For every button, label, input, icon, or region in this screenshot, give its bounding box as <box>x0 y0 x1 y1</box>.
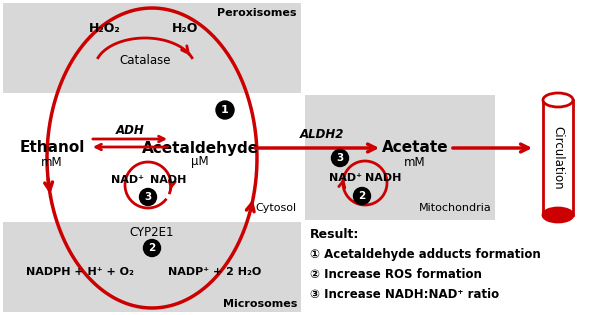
Text: μM: μM <box>191 156 209 169</box>
Bar <box>3 222 301 312</box>
Text: Acetaldehyde: Acetaldehyde <box>142 140 259 156</box>
Text: H₂O: H₂O <box>172 21 198 35</box>
Text: Peroxisomes: Peroxisomes <box>218 8 297 18</box>
Ellipse shape <box>543 208 573 222</box>
Text: Cytosol: Cytosol <box>256 203 297 213</box>
Circle shape <box>139 188 157 205</box>
Text: H₂O₂: H₂O₂ <box>89 21 121 35</box>
Text: Result:: Result: <box>310 228 359 241</box>
Text: NADP⁺ + 2 H₂O: NADP⁺ + 2 H₂O <box>169 267 262 277</box>
Text: ① Acetaldehyde adducts formation: ① Acetaldehyde adducts formation <box>310 248 541 261</box>
Bar <box>543 100 573 215</box>
Text: ALDH2: ALDH2 <box>300 129 344 141</box>
Text: Catalase: Catalase <box>119 54 171 66</box>
Text: 1: 1 <box>221 105 229 115</box>
Text: NAD⁺: NAD⁺ <box>110 175 143 185</box>
Text: mM: mM <box>404 156 426 169</box>
Circle shape <box>331 150 349 167</box>
Text: Microsomes: Microsomes <box>223 299 297 309</box>
Bar <box>3 3 301 93</box>
Text: Mitochondria: Mitochondria <box>419 203 492 213</box>
Circle shape <box>353 187 371 204</box>
Text: NADH: NADH <box>365 173 401 183</box>
Text: ② Increase ROS formation: ② Increase ROS formation <box>310 268 482 281</box>
Text: Acetate: Acetate <box>382 140 448 156</box>
Text: NADPH + H⁺ + O₂: NADPH + H⁺ + O₂ <box>26 267 134 277</box>
Circle shape <box>216 101 234 119</box>
Text: 2: 2 <box>148 243 155 253</box>
Text: 3: 3 <box>337 153 344 163</box>
Ellipse shape <box>543 93 573 107</box>
Text: 3: 3 <box>145 192 152 202</box>
Text: mM: mM <box>41 156 63 169</box>
Text: ③ Increase NADH:NAD⁺ ratio: ③ Increase NADH:NAD⁺ ratio <box>310 288 499 301</box>
Text: ADH: ADH <box>116 124 145 138</box>
Text: 2: 2 <box>358 191 365 201</box>
Text: Circulation: Circulation <box>551 126 565 189</box>
Bar <box>305 95 495 220</box>
Text: CYP2E1: CYP2E1 <box>130 226 174 239</box>
Text: Ethanol: Ethanol <box>19 140 85 156</box>
Text: NAD⁺: NAD⁺ <box>329 173 361 183</box>
Bar <box>3 95 301 220</box>
Text: NADH: NADH <box>150 175 186 185</box>
Circle shape <box>143 239 161 256</box>
